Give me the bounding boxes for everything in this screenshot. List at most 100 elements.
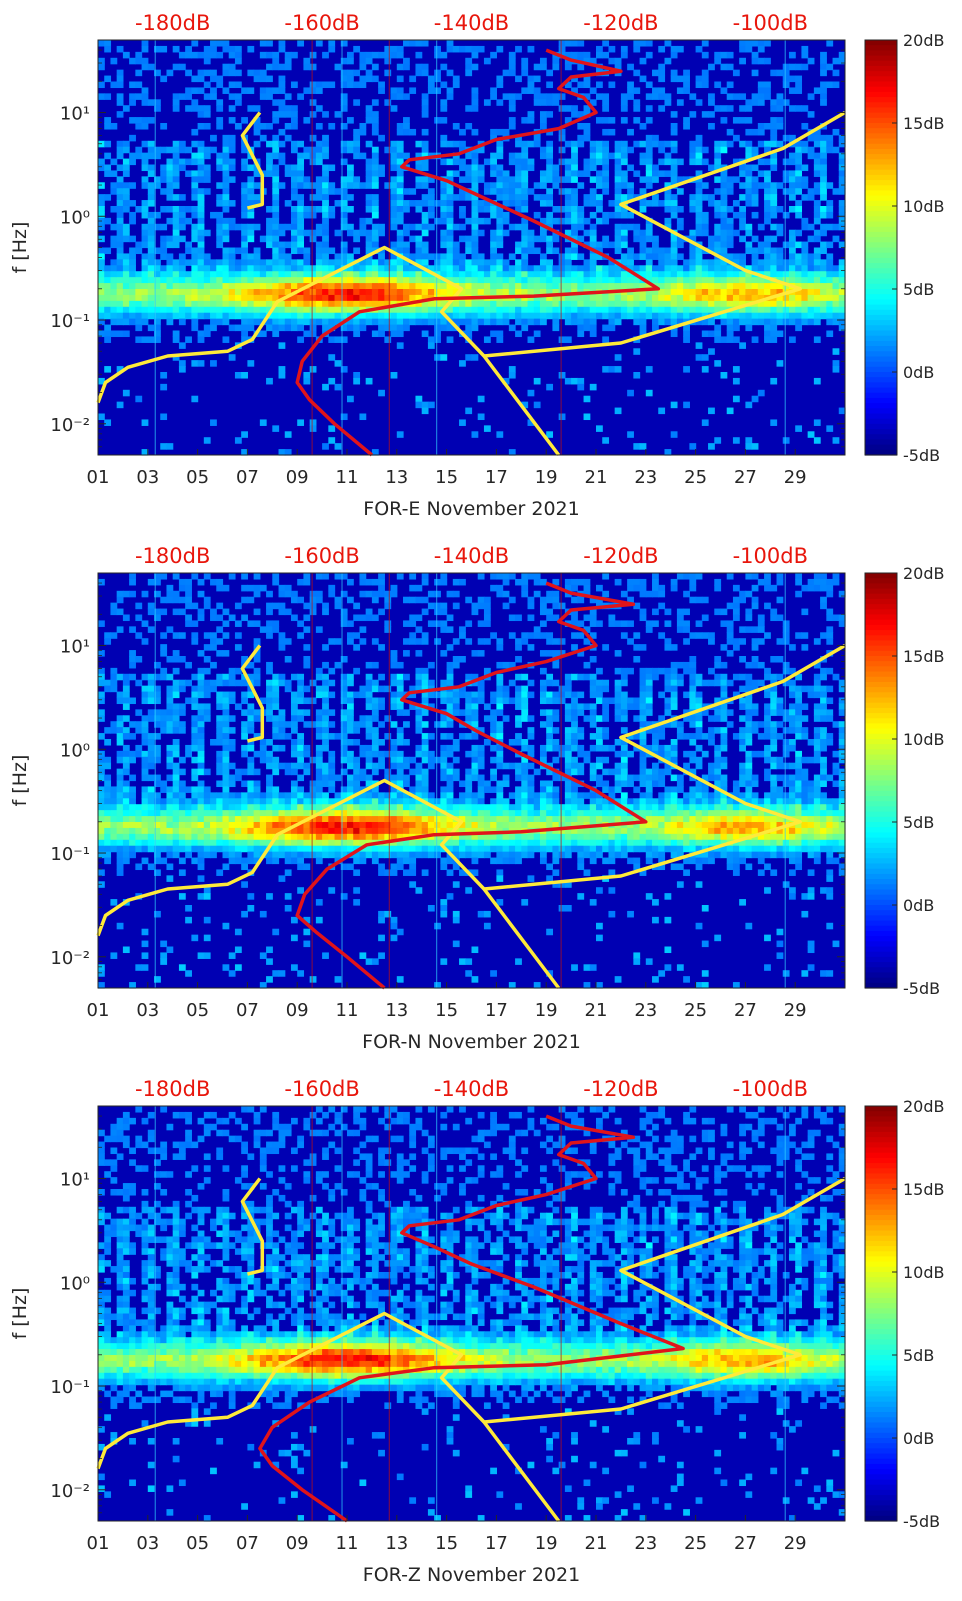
top-db-scale-label: -140dB xyxy=(434,11,509,35)
x-tick-label: 25 xyxy=(684,1533,707,1554)
top-db-scale-label: -100dB xyxy=(733,11,808,35)
colorbar-tick-label: 5dB xyxy=(903,813,934,832)
colorbar: 20dB 15dB 10dB 5dB 0dB -5dB xyxy=(865,31,945,465)
top-db-scale-label: -160dB xyxy=(284,1077,359,1101)
colorbar-tick-label: 20dB xyxy=(903,1097,945,1116)
x-tick-label: 29 xyxy=(784,467,807,488)
colorbar-tick-label: -5dB xyxy=(903,446,940,465)
top-db-scale-label: -180dB xyxy=(135,1077,210,1101)
x-tick-label: 09 xyxy=(286,1533,309,1554)
x-tick-label: 23 xyxy=(634,1533,657,1554)
top-db-scale-label: -140dB xyxy=(434,544,509,568)
x-tick-label: 07 xyxy=(236,1000,259,1021)
x-tick-label: 15 xyxy=(435,467,458,488)
colorbar-tick-label: 20dB xyxy=(903,564,945,583)
x-tick-label: 09 xyxy=(286,1000,309,1021)
top-db-scale-label: -100dB xyxy=(733,544,808,568)
x-tick-label: 19 xyxy=(535,467,558,488)
x-tick-label: 01 xyxy=(87,467,110,488)
y-tick-label: 10¹ xyxy=(60,104,90,125)
colorbar-tick-label: 15dB xyxy=(903,647,945,666)
x-tick-label: 15 xyxy=(435,1533,458,1554)
y-axis-label: f [Hz] xyxy=(9,755,31,807)
x-tick-label: 11 xyxy=(336,467,359,488)
x-tick-label: 17 xyxy=(485,1533,508,1554)
colorbar-tick-label: 5dB xyxy=(903,1346,934,1365)
x-tick-label: 21 xyxy=(585,467,608,488)
x-tick-label: 05 xyxy=(186,1533,209,1554)
spectrogram-heatmap xyxy=(98,573,846,989)
x-tick-label: 17 xyxy=(485,467,508,488)
y-tick-label: 10⁻² xyxy=(50,1481,90,1502)
y-tick-label: 10⁻² xyxy=(50,948,90,969)
colorbar-tick-label: -5dB xyxy=(903,1512,940,1531)
x-tick-label: 29 xyxy=(784,1533,807,1554)
x-tick-label: 15 xyxy=(435,1000,458,1021)
x-tick-label: 01 xyxy=(87,1000,110,1021)
x-tick-label: 11 xyxy=(336,1000,359,1021)
x-axis-label: FOR-E November 2021 xyxy=(363,498,579,520)
y-tick-label: 10⁰ xyxy=(60,207,90,228)
x-tick-label: 13 xyxy=(385,1533,408,1554)
y-tick-label: 10¹ xyxy=(60,637,90,658)
x-tick-label: 05 xyxy=(186,1000,209,1021)
x-tick-label: 21 xyxy=(585,1000,608,1021)
x-tick-label: 17 xyxy=(485,1000,508,1021)
y-tick-label: 10⁻¹ xyxy=(50,1377,90,1398)
top-db-scale-label: -120dB xyxy=(583,1077,658,1101)
spectrogram-heatmap xyxy=(98,40,846,456)
colorbar: 20dB 15dB 10dB 5dB 0dB -5dB xyxy=(865,564,945,998)
x-tick-label: 23 xyxy=(634,467,657,488)
x-tick-label: 27 xyxy=(734,1000,757,1021)
x-tick-label: 25 xyxy=(684,1000,707,1021)
top-db-scale-label: -100dB xyxy=(733,1077,808,1101)
x-tick-label: 07 xyxy=(236,467,259,488)
top-db-scale-label: -160dB xyxy=(284,11,359,35)
x-tick-label: 05 xyxy=(186,467,209,488)
x-tick-label: 19 xyxy=(535,1533,558,1554)
x-tick-label: 27 xyxy=(734,467,757,488)
y-tick-label: 10⁻¹ xyxy=(50,311,90,332)
colorbar-tick-label: 5dB xyxy=(903,280,934,299)
top-db-scale-label: -120dB xyxy=(583,11,658,35)
y-tick-label: 10¹ xyxy=(60,1170,90,1191)
x-tick-label: 27 xyxy=(734,1533,757,1554)
x-tick-label: 11 xyxy=(336,1533,359,1554)
top-db-scale-label: -180dB xyxy=(135,11,210,35)
x-tick-label: 29 xyxy=(784,1000,807,1021)
x-tick-label: 03 xyxy=(136,1533,159,1554)
colorbar-tick-label: 10dB xyxy=(903,730,945,749)
y-tick-label: 10⁰ xyxy=(60,1273,90,1294)
y-axis-label: f [Hz] xyxy=(9,1288,31,1340)
top-db-scale-label: -120dB xyxy=(583,544,658,568)
colorbar-tick-label: -5dB xyxy=(903,979,940,998)
top-db-scale-label: -180dB xyxy=(135,544,210,568)
x-tick-label: 13 xyxy=(385,1000,408,1021)
colorbar-tick-label: 10dB xyxy=(903,197,945,216)
top-db-scale-label: -140dB xyxy=(434,1077,509,1101)
x-tick-label: 19 xyxy=(535,1000,558,1021)
y-axis-label: f [Hz] xyxy=(9,222,31,274)
x-tick-label: 13 xyxy=(385,467,408,488)
colorbar-tick-label: 20dB xyxy=(903,31,945,50)
top-db-scale-label: -160dB xyxy=(284,544,359,568)
y-tick-label: 10⁻² xyxy=(50,415,90,436)
x-tick-label: 25 xyxy=(684,467,707,488)
colorbar-tick-label: 15dB xyxy=(903,1180,945,1199)
y-tick-label: 10⁻¹ xyxy=(50,844,90,865)
colorbar-tick-label: 0dB xyxy=(903,896,934,915)
x-axis-label: FOR-N November 2021 xyxy=(362,1031,581,1053)
colorbar-tick-label: 15dB xyxy=(903,114,945,133)
colorbar-tick-label: 0dB xyxy=(903,363,934,382)
colorbar-tick-label: 10dB xyxy=(903,1263,945,1282)
x-tick-label: 09 xyxy=(286,467,309,488)
x-axis-label: FOR-Z November 2021 xyxy=(363,1564,580,1586)
x-tick-label: 23 xyxy=(634,1000,657,1021)
